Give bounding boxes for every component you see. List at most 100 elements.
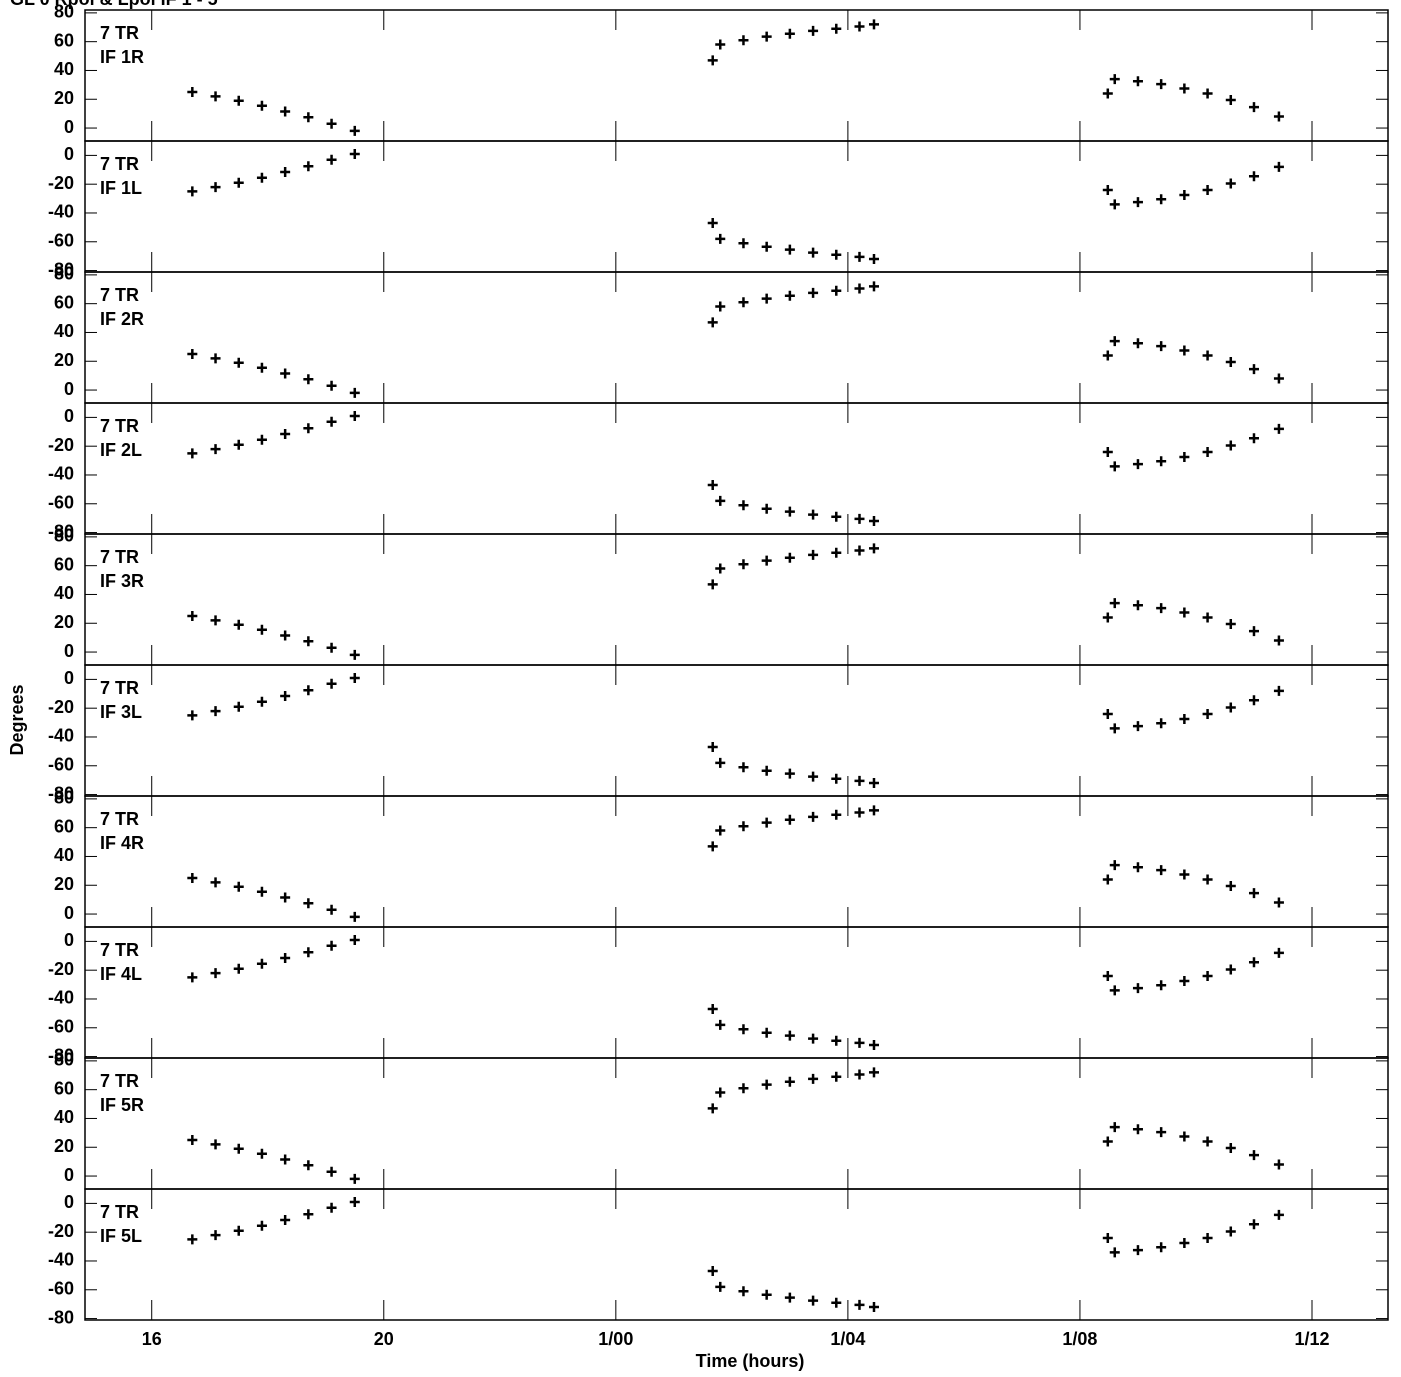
- marker: [784, 290, 795, 301]
- marker: [210, 1230, 221, 1241]
- panel-frame: [84, 140, 1389, 273]
- marker: [1102, 184, 1113, 195]
- y-tick-label: -80: [48, 1307, 74, 1327]
- panel-label: IF 1L: [100, 178, 142, 198]
- marker: [210, 353, 221, 364]
- marker: [233, 619, 244, 630]
- marker: [831, 773, 842, 784]
- marker: [854, 775, 865, 786]
- y-tick-label: -80: [48, 783, 74, 803]
- marker: [349, 387, 360, 398]
- panel-label: 7 TR: [100, 285, 139, 305]
- marker: [715, 1019, 726, 1030]
- marker: [1132, 76, 1143, 87]
- y-tick-label: 20: [54, 612, 74, 632]
- marker: [1179, 869, 1190, 880]
- marker: [707, 218, 718, 229]
- marker: [256, 434, 267, 445]
- marker: [1179, 607, 1190, 618]
- marker: [868, 778, 879, 789]
- marker: [1109, 1247, 1120, 1258]
- panel-label: IF 2L: [100, 440, 142, 460]
- marker: [280, 368, 291, 379]
- marker: [210, 91, 221, 102]
- marker: [1225, 356, 1236, 367]
- marker: [1179, 1237, 1190, 1248]
- marker: [256, 100, 267, 111]
- marker: [187, 186, 198, 197]
- y-tick-label: 80: [54, 2, 74, 22]
- y-tick-label: 40: [54, 59, 74, 79]
- marker: [1248, 171, 1259, 182]
- marker: [715, 233, 726, 244]
- marker: [1132, 1124, 1143, 1135]
- marker: [326, 904, 337, 915]
- y-tick-label: -60: [48, 1017, 74, 1037]
- marker: [187, 1135, 198, 1146]
- marker: [1248, 695, 1259, 706]
- marker: [256, 958, 267, 969]
- y-tick-label: -80: [48, 259, 74, 279]
- marker: [1102, 350, 1113, 361]
- marker: [761, 765, 772, 776]
- marker: [1248, 957, 1259, 968]
- marker: [1109, 985, 1120, 996]
- marker: [854, 251, 865, 262]
- marker: [187, 87, 198, 98]
- marker: [1225, 1226, 1236, 1237]
- x-axis-label: Time (hours): [696, 1351, 805, 1371]
- y-tick-label: 0: [64, 144, 74, 164]
- y-tick-label: 0: [64, 1165, 74, 1185]
- y-tick-label: 60: [54, 1078, 74, 1098]
- marker: [1202, 612, 1213, 623]
- panel-label: IF 3R: [100, 571, 144, 591]
- marker: [715, 563, 726, 574]
- marker: [808, 1033, 819, 1044]
- marker: [210, 968, 221, 979]
- marker: [256, 362, 267, 373]
- panel-label: 7 TR: [100, 940, 139, 960]
- marker: [854, 545, 865, 556]
- marker: [233, 963, 244, 974]
- marker: [187, 1234, 198, 1245]
- marker: [1273, 947, 1284, 958]
- marker: [831, 1297, 842, 1308]
- marker: [280, 428, 291, 439]
- marker: [1179, 713, 1190, 724]
- marker: [1202, 88, 1213, 99]
- marker: [256, 172, 267, 183]
- marker: [1225, 440, 1236, 451]
- marker: [1156, 980, 1167, 991]
- marker: [868, 19, 879, 30]
- marker: [738, 762, 749, 773]
- panel-label: 7 TR: [100, 23, 139, 43]
- marker: [303, 1160, 314, 1171]
- y-tick-label: 60: [54, 816, 74, 836]
- y-tick-label: -20: [48, 959, 74, 979]
- marker: [233, 177, 244, 188]
- y-tick-label: 0: [64, 668, 74, 688]
- marker: [210, 444, 221, 455]
- marker: [831, 547, 842, 558]
- marker: [761, 293, 772, 304]
- marker: [303, 374, 314, 385]
- marker: [1102, 874, 1113, 885]
- panel-frame: [84, 402, 1389, 535]
- y-tick-label: -40: [48, 202, 74, 222]
- marker: [280, 690, 291, 701]
- y-tick-label: -20: [48, 697, 74, 717]
- marker: [1273, 897, 1284, 908]
- marker: [784, 28, 795, 39]
- marker: [1109, 461, 1120, 472]
- marker: [303, 1209, 314, 1220]
- y-tick-label: -20: [48, 435, 74, 455]
- marker: [1109, 74, 1120, 85]
- marker: [715, 301, 726, 312]
- y-tick-label: 0: [64, 379, 74, 399]
- marker: [761, 1289, 772, 1300]
- marker: [1109, 598, 1120, 609]
- marker: [1109, 860, 1120, 871]
- panel-frame: [84, 9, 1389, 142]
- marker: [761, 817, 772, 828]
